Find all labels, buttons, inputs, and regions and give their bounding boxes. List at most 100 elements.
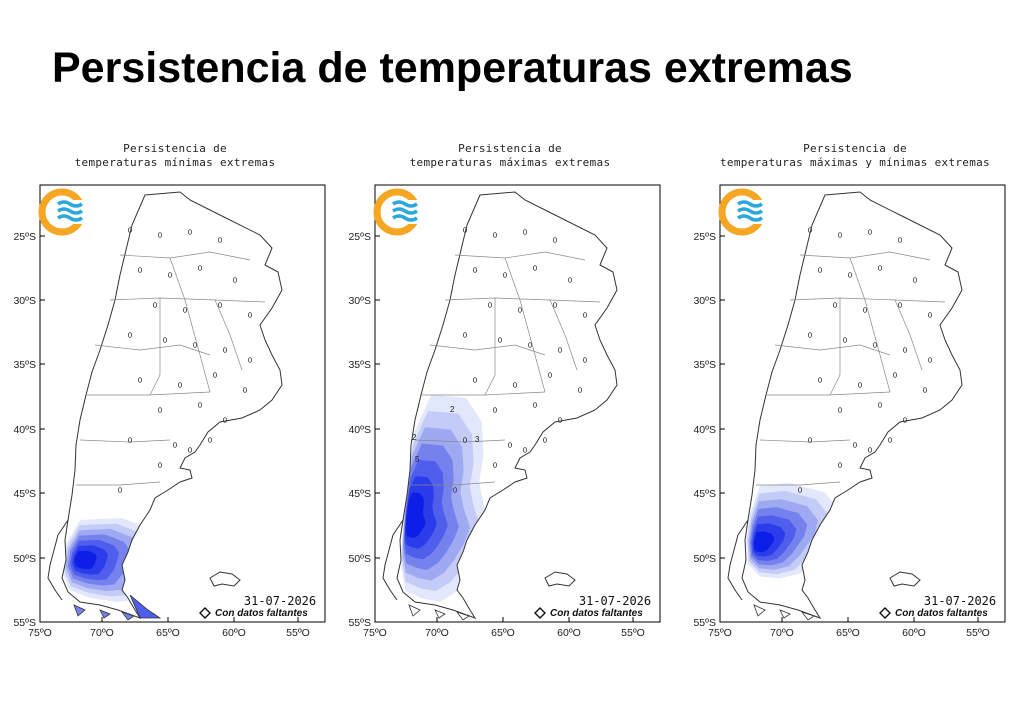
station-marker [552, 237, 557, 243]
panel-title-line2: temperaturas máximas extremas [409, 156, 611, 169]
chile-coast [382, 519, 404, 601]
station-marker [847, 272, 852, 278]
map-panel-maximas-y-minimas: Persistencia de temperaturas máximas y m… [690, 140, 1024, 640]
lat-label: 40ºS [348, 424, 371, 436]
station-marker [247, 357, 252, 363]
station-marker [808, 437, 813, 443]
lat-label: 55ºS [693, 617, 716, 629]
station-marker [453, 487, 458, 493]
station-marker [557, 417, 562, 423]
lat-label: 35ºS [348, 359, 371, 371]
province-border [214, 299, 243, 371]
station-marker [567, 277, 572, 283]
missing-data-label: Con datos faltantes [215, 608, 308, 619]
station-marker [532, 402, 537, 408]
argentina-outline [741, 191, 963, 619]
panel-title-line1: Persistencia de [803, 142, 907, 155]
province-border [444, 297, 601, 303]
province-border [169, 257, 211, 393]
station-marker [837, 462, 842, 468]
lat-label: 50ºS [693, 553, 716, 565]
missing-data-diamond-icon [199, 607, 211, 619]
station-marker [217, 237, 222, 243]
station-marker [557, 347, 562, 353]
lon-label: 55ºO [286, 627, 310, 639]
shade-level-7 [74, 550, 97, 570]
station-marker [222, 347, 227, 353]
lon-label: 70ºO [90, 627, 114, 639]
station-marker [527, 342, 532, 348]
lat-label: 55ºS [348, 617, 371, 629]
station-marker [897, 302, 902, 308]
lat-label: 30ºS [693, 295, 716, 307]
station-marker [182, 307, 187, 313]
malvinas-islands-icon [544, 571, 576, 587]
station-marker [487, 302, 492, 308]
fuego-islands [753, 604, 815, 621]
panel-title-line1: Persistencia de [458, 142, 562, 155]
fuego-islands [408, 604, 470, 621]
shade-level-7 [405, 492, 426, 538]
station-marker [187, 229, 192, 235]
lat-label: 45ºS [13, 488, 36, 500]
panel-title-line2: temperaturas mínimas extremas [74, 156, 276, 169]
station-marker [128, 332, 133, 338]
slide-title: Persistencia de temperaturas extremas [52, 44, 853, 92]
station-marker [128, 227, 133, 233]
lon-label: 75ºO [363, 627, 387, 639]
lat-label: 30ºS [13, 295, 36, 307]
province-border [76, 481, 161, 486]
station-marker [197, 402, 202, 408]
station-marker [247, 312, 252, 318]
station-marker [877, 265, 882, 271]
station-marker [497, 337, 502, 343]
lat-label: 55ºS [13, 617, 36, 629]
station-marker [872, 342, 877, 348]
station-marker [582, 312, 587, 318]
missing-data-label: Con datos faltantes [550, 608, 643, 619]
station-marker [817, 377, 822, 383]
station-marker [837, 232, 842, 238]
map-date: 31-07-2026 [579, 594, 651, 608]
station-marker [137, 267, 142, 273]
station-marker [547, 372, 552, 378]
station-marker [522, 447, 527, 453]
province-border [411, 481, 496, 486]
station-marker [902, 347, 907, 353]
province-border [765, 391, 891, 396]
station-marker [472, 377, 477, 383]
station-marker [837, 407, 842, 413]
lon-label: 60ºO [557, 627, 581, 639]
station-marker [502, 272, 507, 278]
province-border [149, 298, 161, 396]
station-marker [222, 417, 227, 423]
malvinas-islands-icon [889, 571, 921, 587]
station-marker [867, 229, 872, 235]
missing-data-label: Con datos faltantes [895, 608, 988, 619]
lon-label: 75ºO [28, 627, 52, 639]
lon-label: 60ºO [222, 627, 246, 639]
station-marker [232, 277, 237, 283]
station-marker [867, 447, 872, 453]
lat-label: 50ºS [13, 553, 36, 565]
station-marker [162, 337, 167, 343]
station-marker [192, 342, 197, 348]
station-marker [877, 402, 882, 408]
shade-level-7 [753, 531, 775, 553]
station-marker [817, 267, 822, 273]
province-border [85, 391, 211, 396]
missing-data-diamond-icon [879, 607, 891, 619]
station-marker [542, 437, 547, 443]
province-border [829, 298, 841, 396]
province-border [484, 298, 496, 396]
station-marker [912, 277, 917, 283]
lon-label: 70ºO [425, 627, 449, 639]
station-marker [857, 382, 862, 388]
smn-logo-icon [373, 188, 421, 236]
station-marker [157, 407, 162, 413]
argentina-outline [61, 191, 283, 619]
station-marker [463, 227, 468, 233]
